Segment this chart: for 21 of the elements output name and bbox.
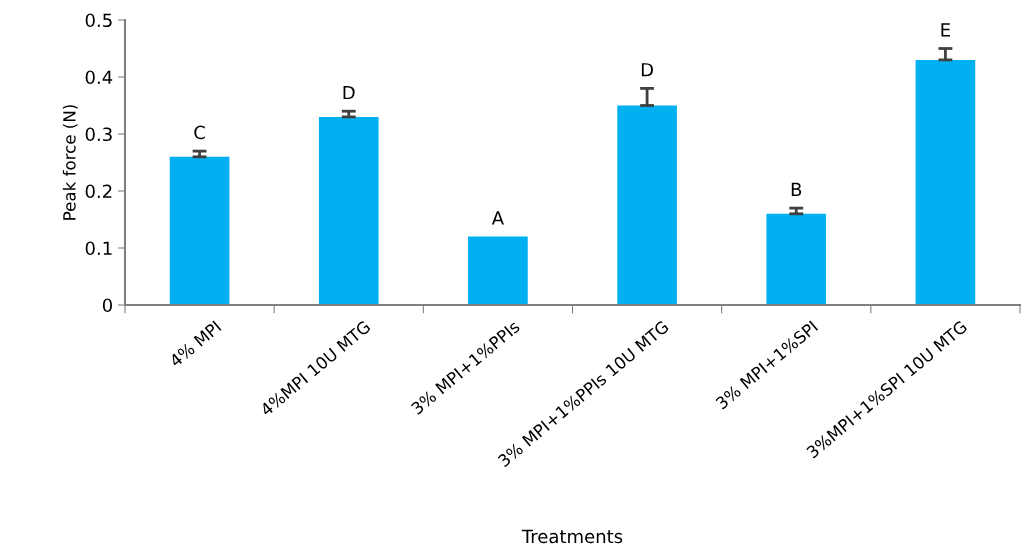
y-tick-label: 0.5 xyxy=(85,13,112,28)
annotation: B xyxy=(791,182,802,197)
y-tick-label: 0.1 xyxy=(85,241,112,256)
x-tick-label: 4% MPI xyxy=(168,320,222,368)
y-tick-label: 0.2 xyxy=(85,184,112,199)
annotation: D xyxy=(641,63,653,77)
bar xyxy=(766,213,827,305)
annotation: D xyxy=(343,85,355,100)
bar xyxy=(169,156,230,305)
bar xyxy=(915,59,976,305)
annotation: C xyxy=(194,125,205,140)
y-tick-label: 0.4 xyxy=(85,70,113,85)
annotation: A xyxy=(491,211,504,225)
bar xyxy=(318,116,379,305)
bar xyxy=(617,105,677,305)
x-axis-title: Treatments xyxy=(521,529,623,544)
y-tick-label: 0.3 xyxy=(85,127,112,142)
y-tick-label: 0 xyxy=(102,298,112,313)
y-axis-title: Peak force (N) xyxy=(62,105,78,220)
annotation: E xyxy=(941,23,950,37)
bar xyxy=(468,236,528,305)
